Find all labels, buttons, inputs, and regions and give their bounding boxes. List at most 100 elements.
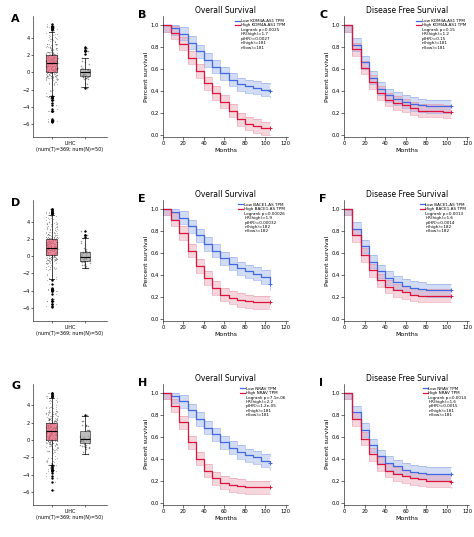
- Point: [43, 265, 50, 273]
- Point: [53, 34, 61, 43]
- Point: [46, 434, 53, 443]
- Point: [80, 253, 88, 262]
- Point: [44, 271, 51, 279]
- Point: [45, 434, 53, 443]
- Point: [47, 439, 55, 448]
- Point: [47, 51, 55, 60]
- Point: [48, 57, 56, 66]
- Point: [54, 238, 61, 247]
- Point: [49, 238, 57, 247]
- Point: [51, 418, 58, 426]
- Point: [44, 63, 51, 71]
- Point: [49, 235, 56, 244]
- Point: [50, 219, 58, 228]
- Point: [53, 51, 61, 60]
- Point: [43, 429, 51, 437]
- Point: [46, 62, 54, 70]
- Point: [48, 424, 55, 433]
- Point: [82, 46, 90, 54]
- Point: [53, 219, 61, 228]
- Point: [79, 411, 86, 420]
- Point: [53, 423, 60, 431]
- Point: [44, 59, 52, 67]
- Point: [50, 246, 58, 255]
- Point: [43, 432, 51, 441]
- Point: [52, 41, 60, 49]
- Point: [53, 57, 61, 66]
- Point: [79, 433, 87, 442]
- Point: [47, 251, 55, 259]
- Point: [81, 70, 89, 79]
- Point: [47, 238, 55, 247]
- Point: [49, 35, 57, 44]
- Point: [50, 254, 58, 263]
- Point: [42, 62, 50, 70]
- Point: [53, 420, 60, 429]
- Point: [42, 57, 50, 66]
- Point: [46, 226, 54, 235]
- Point: [44, 457, 51, 466]
- Point: [44, 238, 51, 247]
- Point: [48, 245, 55, 254]
- Point: [50, 417, 58, 425]
- Point: [82, 440, 90, 449]
- Point: [51, 433, 59, 442]
- Point: [79, 68, 87, 77]
- Point: [52, 409, 60, 418]
- Point: [44, 411, 52, 419]
- Point: [43, 67, 51, 76]
- X-axis label: Months: Months: [214, 332, 237, 337]
- Point: [47, 206, 55, 214]
- Point: [52, 64, 60, 73]
- Point: [46, 438, 54, 446]
- Point: [42, 56, 49, 64]
- Point: [43, 71, 51, 80]
- Point: [44, 433, 52, 441]
- Point: [46, 257, 53, 265]
- Point: [49, 390, 57, 399]
- Point: [86, 67, 93, 75]
- Point: [77, 432, 84, 441]
- Point: [50, 449, 57, 458]
- Point: [52, 403, 60, 411]
- Point: [47, 211, 55, 220]
- Point: [51, 40, 58, 49]
- Point: [46, 430, 54, 439]
- Point: [79, 249, 86, 257]
- Point: [53, 427, 60, 436]
- Point: [48, 252, 55, 260]
- Point: [52, 300, 59, 308]
- Point: [46, 423, 54, 432]
- Point: [49, 244, 57, 253]
- Point: [50, 239, 57, 248]
- Point: [50, 44, 57, 53]
- Point: [47, 440, 55, 449]
- Point: [45, 441, 53, 450]
- Point: [46, 237, 54, 246]
- Point: [53, 56, 61, 65]
- Point: [43, 423, 50, 432]
- Point: [47, 418, 55, 427]
- Point: [53, 234, 60, 242]
- Point: [48, 433, 56, 442]
- Point: [54, 54, 61, 62]
- Point: [47, 240, 55, 249]
- Point: [51, 236, 58, 244]
- Point: [45, 250, 52, 259]
- Point: [45, 56, 52, 64]
- Point: [82, 246, 90, 255]
- Point: [42, 233, 49, 242]
- Point: [54, 248, 61, 257]
- Point: [53, 231, 60, 240]
- Point: [52, 65, 59, 74]
- Point: [52, 427, 59, 436]
- Point: [78, 416, 86, 425]
- Point: [49, 66, 57, 74]
- Point: [78, 257, 85, 265]
- PathPatch shape: [46, 239, 57, 255]
- Point: [43, 420, 51, 429]
- Point: [52, 422, 60, 430]
- Point: [43, 426, 51, 435]
- Point: [52, 59, 59, 68]
- Point: [48, 57, 56, 66]
